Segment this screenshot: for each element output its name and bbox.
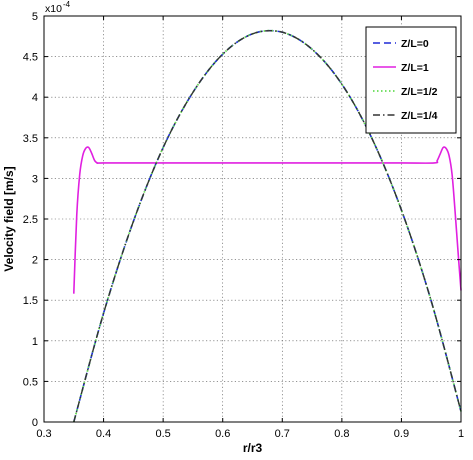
y-tick-label: 0.5 [23,376,38,388]
x-tick-label: 0.6 [215,428,230,440]
x-tick-label: 0.7 [275,428,290,440]
y-tick-label: 1.5 [23,295,38,307]
y-axis-label: Velocity field [m/s] [2,166,16,271]
y-tick-label: 4.5 [23,52,38,64]
legend-entry-label: Z/L=0 [401,38,429,50]
series-line-1 [72,146,462,294]
y-tick-label: 1 [32,336,38,348]
y-tick-label: 3.5 [23,133,38,145]
y-exponent-power: -4 [63,0,71,9]
x-tick-label: 0.3 [36,428,51,440]
y-tick-label: 0 [32,417,38,429]
y-exponent-base: x10 [45,3,62,15]
x-tick-label: 0.9 [394,428,409,440]
legend-box [365,26,457,134]
y-tick-label: 5 [32,11,38,23]
series-line-3 [73,29,462,423]
legend-entry-label: Z/L=1/4 [401,110,438,122]
axis-ticks: 0.3 0.4 0.5 0.6 0.7 0.8 0.9 1 0 0.5 1 1.5 2 2.5 3 3.5 4 4… [23,11,464,440]
x-tick-label: 1 [458,428,464,440]
legend: Z/L=0 Z/L=1 Z/L=1/2 Z/L=1/4 [365,26,457,134]
x-tick-label: 0.5 [155,428,170,440]
x-axis-label: r/r3 [243,441,263,455]
series-lines [72,29,462,423]
x-tick-label: 0.8 [334,428,349,440]
y-tick-label: 2 [32,255,38,267]
y-tick-label: 3 [32,173,38,185]
x-tick-label: 0.4 [96,428,111,440]
legend-entry-label: Z/L=1 [401,62,429,74]
legend-entry-label: Z/L=1/2 [401,86,438,98]
y-tick-label: 2.5 [23,214,38,226]
y-tick-label: 4 [32,92,38,104]
